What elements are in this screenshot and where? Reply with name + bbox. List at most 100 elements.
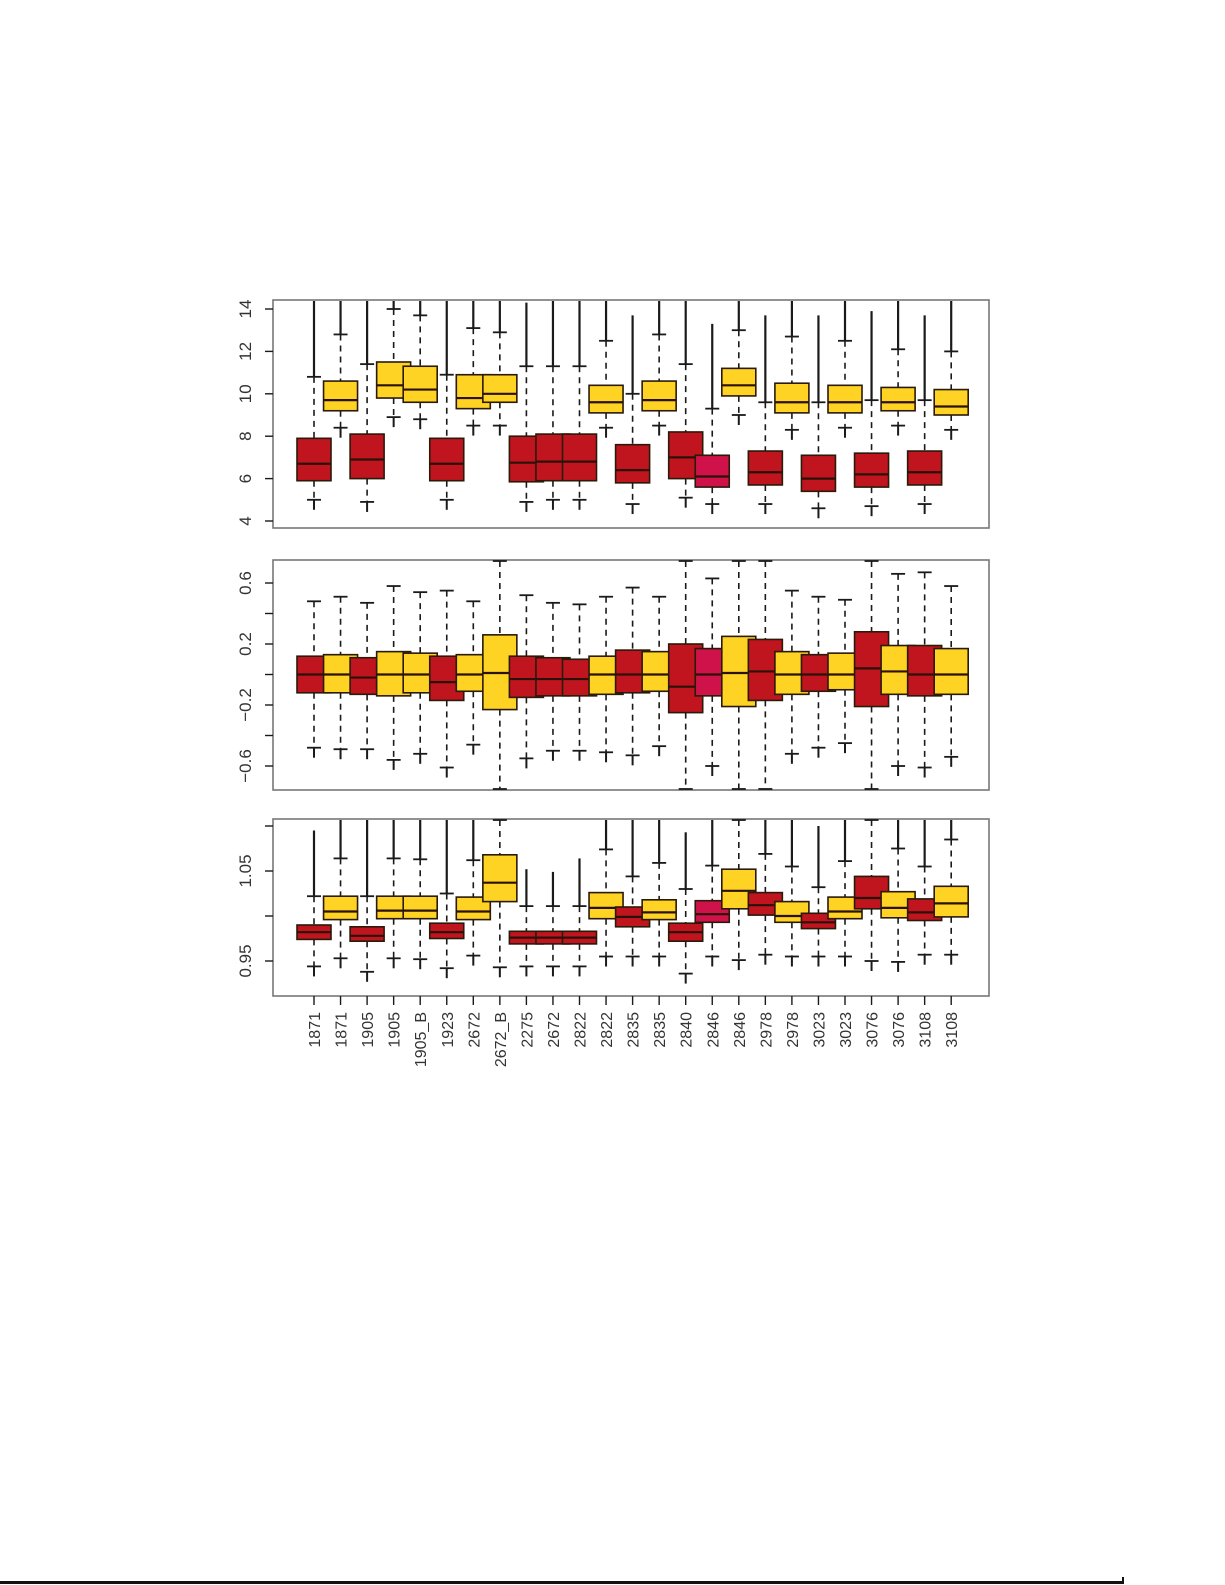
box-2846 xyxy=(720,819,757,971)
x-tick-label: 2672_B xyxy=(493,1012,510,1067)
x-tick-label: 2672 xyxy=(546,1012,563,1048)
box-2846 xyxy=(720,301,757,425)
iqr-box xyxy=(774,382,810,414)
iqr-box xyxy=(906,450,943,486)
iqr-box xyxy=(933,647,970,696)
box-1905_B xyxy=(402,820,439,970)
bottom-panel-boxplot: 0.95 1.05 xyxy=(236,818,990,997)
box-1923 xyxy=(428,820,465,979)
box-2978 xyxy=(747,315,784,515)
box-3023 xyxy=(800,315,837,519)
box-3023 xyxy=(800,826,837,967)
box-3108 xyxy=(933,820,970,965)
iqr-box xyxy=(402,895,439,920)
x-tick-label: 1871 xyxy=(334,1012,351,1048)
x-tick-label: 1905 xyxy=(387,1012,404,1048)
iqr-box xyxy=(588,384,624,414)
x-tick-label: 2978 xyxy=(785,1012,802,1048)
iqr-box xyxy=(482,853,518,903)
box-3023 xyxy=(827,301,863,438)
box-3076 xyxy=(853,311,890,517)
box-2840 xyxy=(667,832,704,984)
y-tick-label: 0.95 xyxy=(236,944,255,977)
box-1923 xyxy=(428,301,465,510)
iqr-box xyxy=(349,433,385,480)
box-3076 xyxy=(880,301,916,436)
middle-panel-boxplot: −0.6 −0.2 0.2 0.6 xyxy=(236,559,990,791)
box-2835 xyxy=(641,301,677,436)
y-tick-label: 14 xyxy=(236,300,255,319)
iqr-box xyxy=(296,437,332,482)
x-tick-label: 3108 xyxy=(944,1012,961,1048)
iqr-box xyxy=(322,895,359,921)
box-2672_B xyxy=(482,301,518,436)
y-tick-label: 1.05 xyxy=(236,854,255,887)
x-tick-label: 3108 xyxy=(918,1012,935,1048)
iqr-box xyxy=(561,433,598,482)
iqr-box xyxy=(933,885,970,918)
iqr-box xyxy=(774,900,810,924)
iqr-box xyxy=(800,454,837,493)
x-tick-label: 2672 xyxy=(466,1012,483,1048)
iqr-box xyxy=(800,912,837,930)
x-tick-label: 3076 xyxy=(865,1012,882,1048)
y-tick-label: −0.6 xyxy=(236,749,255,783)
iqr-box xyxy=(641,380,677,412)
iqr-box xyxy=(614,443,651,484)
box-1871 xyxy=(296,301,332,510)
x-tick-label: 2835 xyxy=(626,1012,643,1048)
iqr-box xyxy=(933,388,970,416)
box-2822 xyxy=(561,858,598,977)
box-1905 xyxy=(349,301,385,512)
page-bottom-rule xyxy=(0,1581,1123,1584)
y-tick-label: −0.2 xyxy=(236,688,255,722)
iqr-box xyxy=(641,898,677,921)
x-tick-label: 2275 xyxy=(519,1012,536,1048)
iqr-box xyxy=(322,380,359,412)
x-tick-label: 2835 xyxy=(652,1012,669,1048)
box-2846 xyxy=(694,820,731,967)
box-2835 xyxy=(641,820,677,967)
iqr-box xyxy=(482,373,518,404)
box-2822 xyxy=(561,301,598,510)
box-3108 xyxy=(906,820,943,965)
box-1871 xyxy=(322,301,359,438)
y-tick-label: 4 xyxy=(236,516,255,525)
y-tick-label: 0.6 xyxy=(236,571,255,595)
box-1871 xyxy=(296,830,332,977)
box-2846 xyxy=(694,323,731,515)
x-tick-label: 2978 xyxy=(758,1012,775,1048)
iqr-box xyxy=(720,367,757,397)
x-tick-label: 3023 xyxy=(811,1012,828,1048)
box-2978 xyxy=(774,301,810,440)
x-tick-label: 1923 xyxy=(440,1012,457,1048)
x-tick-label: 2822 xyxy=(573,1012,590,1048)
y-tick-label: 8 xyxy=(236,431,255,440)
iqr-box xyxy=(349,925,385,942)
box-2835 xyxy=(614,315,651,515)
iqr-box xyxy=(853,452,890,488)
iqr-box xyxy=(880,386,916,412)
x-tick-label: 2822 xyxy=(599,1012,616,1048)
x-axis-sample-labels: 1871 1871 1905 1905 1905_B 1923 2672 2672_B 2275… xyxy=(307,996,961,1067)
box-2978 xyxy=(774,820,810,967)
box-2672_B xyxy=(482,819,518,978)
top-panel-boxplot: 4 6 8 10 12 14 xyxy=(236,299,990,529)
box-3108 xyxy=(933,301,970,440)
box-1905_B xyxy=(402,301,439,430)
iqr-box xyxy=(428,437,465,482)
iqr-box xyxy=(428,922,465,940)
x-tick-label: 1905 xyxy=(360,1012,377,1048)
y-tick-label: 6 xyxy=(236,474,255,483)
box-2978 xyxy=(747,820,784,965)
iqr-box xyxy=(747,450,784,486)
box-2672 xyxy=(455,820,492,966)
x-tick-label: 3076 xyxy=(891,1012,908,1048)
page-bottom-rule-end xyxy=(1122,1577,1124,1584)
box-2822 xyxy=(588,301,624,438)
y-tick-label: 12 xyxy=(236,342,255,361)
box-3108 xyxy=(933,585,970,767)
iqr-box xyxy=(694,899,731,924)
y-tick-label: 0.2 xyxy=(236,632,255,656)
